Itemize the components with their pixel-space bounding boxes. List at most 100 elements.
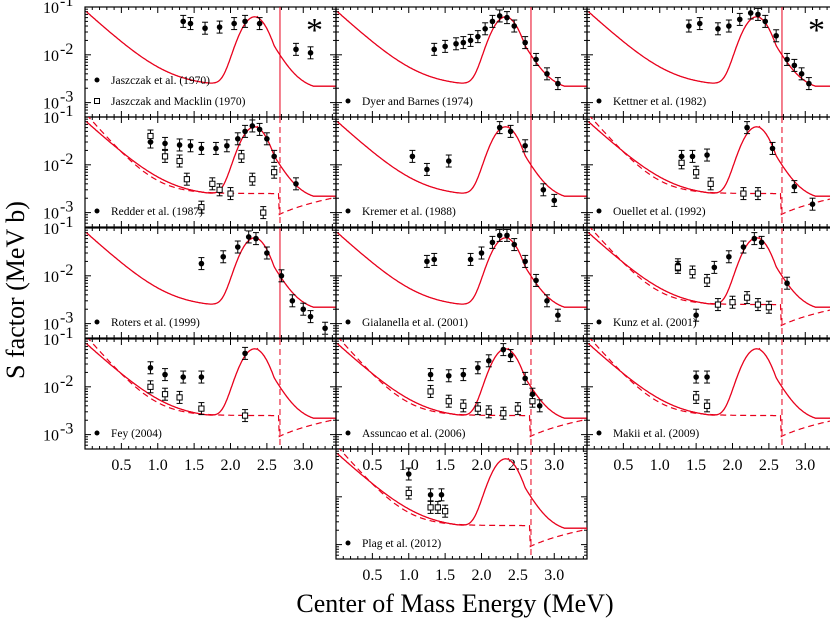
y-tick-label-exponent: -2 — [60, 41, 73, 58]
data-point-filled — [696, 20, 703, 27]
data-point-filled — [715, 25, 721, 32]
data-point-filled — [711, 264, 718, 271]
legend-marker-filled — [345, 319, 351, 325]
data-point-filled — [736, 16, 743, 23]
y-axis-title: S factor (MeV b) — [1, 201, 30, 379]
legend-label: Jaszczak and Macklin (1970) — [111, 96, 246, 108]
y-tick-label-exponent: -3 — [60, 421, 73, 438]
data-point-filled — [704, 374, 710, 380]
data-point-filled — [162, 140, 168, 147]
data-point-open — [740, 190, 747, 197]
data-point-filled — [307, 50, 314, 56]
fit-curve — [588, 11, 830, 87]
data-point-open — [238, 153, 245, 160]
panel-plag: 0.5 1.0 1.5 2.0 2.5 3.0 Plag et al. (2012) — [335, 448, 588, 584]
data-point-filled — [180, 374, 187, 380]
x-tick-label: 2.5 — [257, 457, 277, 474]
legend-marker-open — [94, 98, 100, 104]
data-point-filled — [431, 46, 438, 53]
legend-marker-filled — [596, 430, 602, 436]
data-point-filled — [322, 325, 328, 332]
data-point-filled — [551, 197, 558, 204]
x-tick-label: 1.0 — [148, 457, 168, 474]
data-point-filled — [686, 23, 692, 29]
data-point-open — [703, 277, 711, 284]
data-point-filled — [427, 492, 434, 498]
data-point-filled — [293, 181, 299, 187]
fit-curve-dashed — [338, 339, 587, 438]
y-tick-label-exponent: -3 — [60, 89, 73, 106]
data-point-filled — [500, 346, 507, 353]
data-point-filled — [249, 123, 256, 129]
data-point-filled — [427, 371, 434, 378]
data-point-filled — [740, 244, 747, 250]
data-point-filled — [544, 298, 550, 304]
fit-curve — [337, 121, 587, 197]
data-point-filled — [489, 18, 496, 25]
data-point-filled — [758, 239, 765, 246]
legend-label: Redder et al. (1987) — [111, 206, 203, 218]
data-point-open — [147, 383, 154, 390]
data-point-filled — [555, 80, 561, 87]
y-tick-label: 10 — [43, 317, 59, 334]
x-tick-label: 1.5 — [184, 457, 204, 474]
data-point-filled — [264, 135, 270, 142]
data-point-open — [460, 402, 467, 409]
y-tick-label-exponent: -2 — [60, 262, 73, 279]
data-point-filled — [693, 312, 699, 318]
y-tick-label: 10 — [43, 110, 59, 127]
data-point-filled — [533, 277, 539, 284]
x-tick-label: 2.5 — [759, 457, 779, 474]
data-point-filled — [507, 352, 514, 359]
data-point-filled — [424, 258, 430, 265]
y-tick-label-exponent: -1 — [60, 103, 73, 120]
data-point-open — [754, 190, 762, 197]
data-point-filled — [507, 128, 514, 135]
x-tick-label: 0.5 — [613, 457, 633, 474]
x-tick-label: 0.5 — [111, 457, 131, 474]
data-point-filled — [755, 11, 761, 18]
data-point-open — [514, 405, 521, 412]
data-point-filled — [489, 239, 496, 246]
data-point-filled — [536, 403, 543, 409]
y-tick-label: 10 — [43, 428, 59, 445]
legend-marker-filled — [345, 208, 351, 214]
data-point-filled — [791, 62, 798, 69]
x-tick-label: 1.5 — [686, 457, 706, 474]
fit-curve-dashed — [338, 449, 587, 548]
data-point-filled — [202, 25, 208, 32]
data-point-filled — [496, 13, 503, 19]
data-point-open — [442, 508, 449, 515]
data-point-filled — [445, 372, 452, 379]
data-point-filled — [460, 39, 467, 46]
data-point-filled — [496, 232, 503, 239]
x-tick-label: 2.5 — [508, 567, 528, 584]
legend-label: Ouellet et al. (1992) — [613, 206, 706, 218]
data-point-open — [689, 268, 696, 276]
data-point-open — [743, 294, 751, 301]
y-tick-label: 10 — [43, 380, 59, 397]
data-point-filled — [409, 153, 416, 160]
x-tick-label: 1.0 — [399, 457, 419, 474]
data-point-open — [674, 264, 682, 271]
legend-marker-filled — [345, 540, 351, 546]
legend-label: Kunz et al. (2001) — [613, 317, 697, 329]
data-point-filled — [405, 471, 412, 477]
data-point-filled — [485, 357, 492, 364]
data-point-open — [693, 394, 700, 401]
data-point-open — [198, 405, 205, 412]
data-point-open — [161, 153, 169, 160]
data-point-filled — [264, 250, 270, 256]
legend-marker-filled — [345, 430, 351, 436]
legend-marker-filled — [94, 77, 100, 83]
data-point-filled — [726, 23, 732, 29]
data-point-filled — [289, 298, 296, 304]
x-tick-label: 2.0 — [723, 457, 743, 474]
data-point-filled — [253, 235, 259, 242]
data-point-filled — [482, 25, 488, 32]
data-point-filled — [187, 20, 194, 27]
data-point-filled — [475, 33, 481, 40]
data-point-filled — [147, 364, 154, 371]
